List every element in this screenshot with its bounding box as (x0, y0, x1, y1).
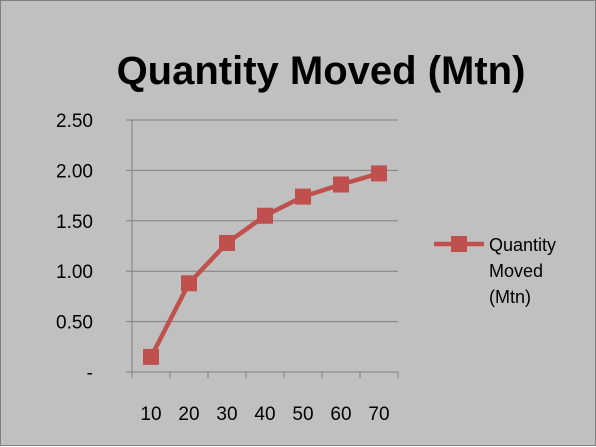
x-tick-label: 10 (140, 404, 161, 425)
x-tick-label: 60 (330, 404, 351, 425)
x-tick-label: 70 (368, 404, 389, 425)
data-point-marker (295, 188, 311, 205)
legend-label-line: (Mtn) (489, 287, 531, 307)
x-tick-label: 20 (178, 404, 199, 425)
axes: - 0.50 1.00 1.50 2.00 2.50 10 20 30 40 50 60 70 (56, 111, 399, 425)
legend: Quantity Moved (Mtn) (434, 235, 556, 307)
data-point-marker (371, 165, 387, 182)
data-point-marker (181, 275, 197, 292)
y-tick-label: 1.50 (56, 212, 93, 233)
data-point-marker (219, 234, 235, 251)
y-tick-label: 1.00 (56, 262, 93, 283)
legend-label: Quantity Moved (Mtn) (489, 235, 556, 307)
data-point-marker (333, 176, 349, 193)
y-tick-label: 2.00 (56, 161, 93, 182)
x-tick-label: 50 (292, 404, 313, 425)
legend-label-line: Moved (489, 261, 543, 281)
y-tick-label: 0.50 (56, 313, 93, 334)
x-tick-label: 30 (216, 404, 237, 425)
series-layer (143, 165, 387, 365)
x-tick-label: 40 (254, 404, 275, 425)
legend-label-line: Quantity (489, 235, 556, 255)
series-line (149, 171, 380, 358)
data-point-marker (257, 207, 273, 224)
data-point-marker (143, 348, 159, 365)
y-tick-label: 2.50 (56, 111, 93, 132)
legend-marker (451, 236, 467, 252)
chart-title: Quantity Moved (Mtn) (117, 49, 526, 93)
y-tick-label: - (87, 363, 93, 384)
